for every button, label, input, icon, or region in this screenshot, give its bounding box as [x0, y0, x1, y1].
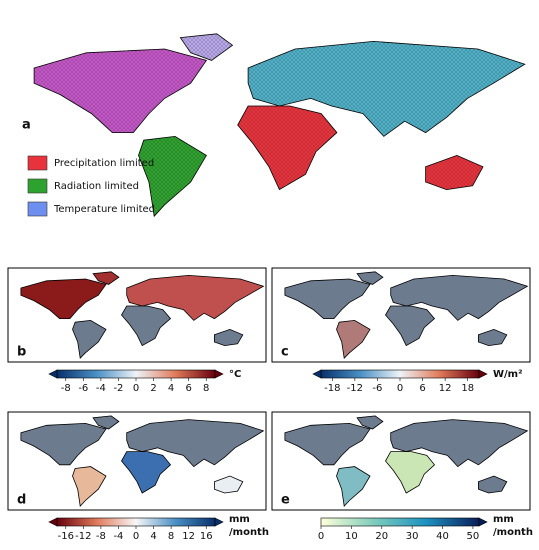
colorbar-tick-label: 30 [406, 531, 419, 542]
colorbar-extend [478, 369, 488, 379]
colorbar-tick-label: 2 [150, 383, 156, 394]
panel-label: d [17, 493, 26, 508]
panel-label: a [22, 118, 31, 133]
map [7, 411, 267, 511]
colorbar-tick-label: -6 [78, 383, 88, 394]
land [356, 415, 384, 430]
colorbar-tick-label: -8 [61, 383, 71, 394]
land [121, 451, 172, 494]
colorbar-tick-label: -6 [372, 383, 382, 394]
colorbar-tick-label: 18 [461, 383, 474, 394]
hatching [425, 155, 483, 190]
land [92, 415, 120, 430]
colorbar-tick-label: 50 [467, 531, 480, 542]
legend-swatch [27, 178, 48, 194]
land [126, 274, 265, 321]
land [356, 271, 384, 285]
land [213, 475, 244, 494]
land [72, 466, 107, 507]
land [390, 419, 529, 468]
legend-label: Radiation limited [54, 181, 139, 192]
colorbar-tick-label: 6 [419, 383, 425, 394]
colorbar-tick-label: -2 [113, 383, 123, 394]
colorbar-tick-label: 0 [133, 383, 139, 394]
land [390, 274, 529, 321]
hatching [138, 136, 207, 217]
colorbar [56, 369, 216, 379]
colorbar [320, 517, 480, 527]
colorbar-unit: /month [493, 527, 533, 538]
legend-swatch [27, 201, 48, 217]
land [336, 466, 371, 507]
land [336, 319, 371, 360]
colorbar-tick-label: -8 [96, 531, 106, 542]
legend-label: Temperature limited [53, 204, 155, 215]
land [126, 419, 265, 468]
colorbar-unit: W/m² [493, 369, 522, 380]
colorbar-tick-label: 0 [397, 383, 403, 394]
colorbar-unit: mm [493, 514, 514, 525]
colorbar-unit: °C [229, 369, 241, 380]
colorbar-extend [48, 369, 58, 379]
land [72, 319, 107, 360]
legend-label: Precipitation limited [54, 158, 154, 169]
map [271, 267, 531, 363]
colorbar-tick-label: -4 [96, 383, 106, 394]
land [20, 278, 107, 320]
colorbar-tick-label: 10 [345, 531, 358, 542]
land [477, 328, 508, 347]
colorbar-tick-label: 16 [200, 531, 213, 542]
colorbar-tick-label: 12 [439, 383, 452, 394]
colorbar-tick-label: 0 [318, 531, 324, 542]
colorbar-tick-label: 40 [436, 531, 449, 542]
colorbar-tick-label: -12 [347, 383, 363, 394]
colorbar-tick-label: -16 [58, 531, 74, 542]
panel-label: c [281, 345, 289, 360]
colorbar-tick-label: 20 [375, 531, 388, 542]
panel-label: b [17, 345, 26, 360]
land [284, 422, 371, 466]
colorbar-tick-label: 12 [182, 531, 195, 542]
colorbar-tick-label: -4 [113, 531, 123, 542]
land [477, 475, 508, 494]
hatching [248, 41, 525, 137]
map [33, 33, 526, 218]
colorbar [56, 517, 216, 527]
map [7, 267, 267, 363]
land [92, 271, 120, 285]
land [385, 451, 436, 494]
panel-label: e [281, 493, 290, 508]
colorbar-extend [214, 517, 224, 527]
colorbar-tick-label: 8 [168, 531, 174, 542]
colorbar-tick-label: 6 [185, 383, 191, 394]
colorbar-extend [478, 517, 488, 527]
land [121, 305, 172, 347]
colorbar-unit: /month [229, 527, 269, 538]
land [385, 305, 436, 347]
land [213, 328, 244, 347]
legend-swatch [27, 155, 48, 171]
colorbar-tick-label: -18 [324, 383, 340, 394]
colorbar-tick-label: 0 [133, 531, 139, 542]
colorbar [320, 369, 480, 379]
colorbar-tick-label: 4 [150, 531, 156, 542]
hatching [34, 49, 207, 133]
map [271, 411, 531, 511]
colorbar-tick-label: 4 [168, 383, 174, 394]
colorbar-extend [48, 517, 58, 527]
colorbar-extend [312, 369, 322, 379]
hatching [180, 33, 233, 61]
land [284, 278, 371, 320]
colorbar-extend [214, 369, 224, 379]
hatching [237, 106, 337, 190]
colorbar-tick-label: -12 [75, 531, 91, 542]
colorbar-tick-label: 8 [203, 383, 209, 394]
land [20, 422, 107, 466]
colorbar-unit: mm [229, 514, 250, 525]
